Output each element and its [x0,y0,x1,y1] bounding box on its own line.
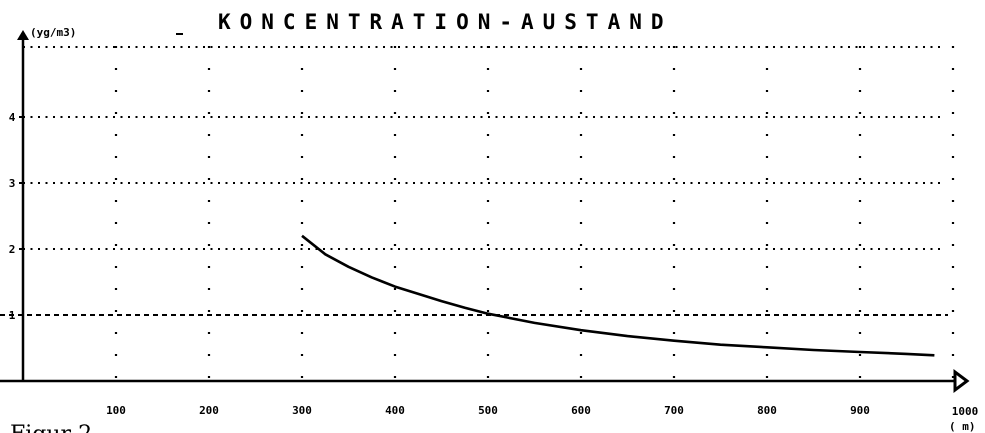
figure-caption: Figur 2 [10,422,92,433]
x-tick-label: 300 [292,404,312,417]
chart-title: KONCENTRATION-AUSTAND [218,10,673,34]
x-tick-label: 800 [757,404,777,417]
y-axis-arrow-icon [17,30,29,40]
x-axis-label: ( m) [949,420,976,433]
x-tick-label: 600 [571,404,591,417]
x-tick-label: 400 [385,404,405,417]
grid [23,46,955,381]
y-tick-label: 1 [9,309,16,322]
y-tick-label: 2 [9,243,16,256]
x-tick-label: 1000 [952,405,979,418]
x-tick-label: 500 [478,404,498,417]
x-tick-label: 700 [664,404,684,417]
x-tick-label: 200 [199,404,219,417]
x-tick-label: 900 [850,404,870,417]
series-group [301,234,935,357]
series-line [301,234,935,357]
y-axis-label: (yg/m3) [30,26,76,39]
tick-labels: 100 200 300 400 500 600 700 800 900 1000 1 2 3 4 [9,111,979,418]
x-tick-label: 100 [106,404,126,417]
x-axis-arrow-icon [953,369,970,393]
y-tick-label: 4 [9,111,16,124]
axes [0,30,970,393]
y-tick-label: 3 [9,177,16,190]
